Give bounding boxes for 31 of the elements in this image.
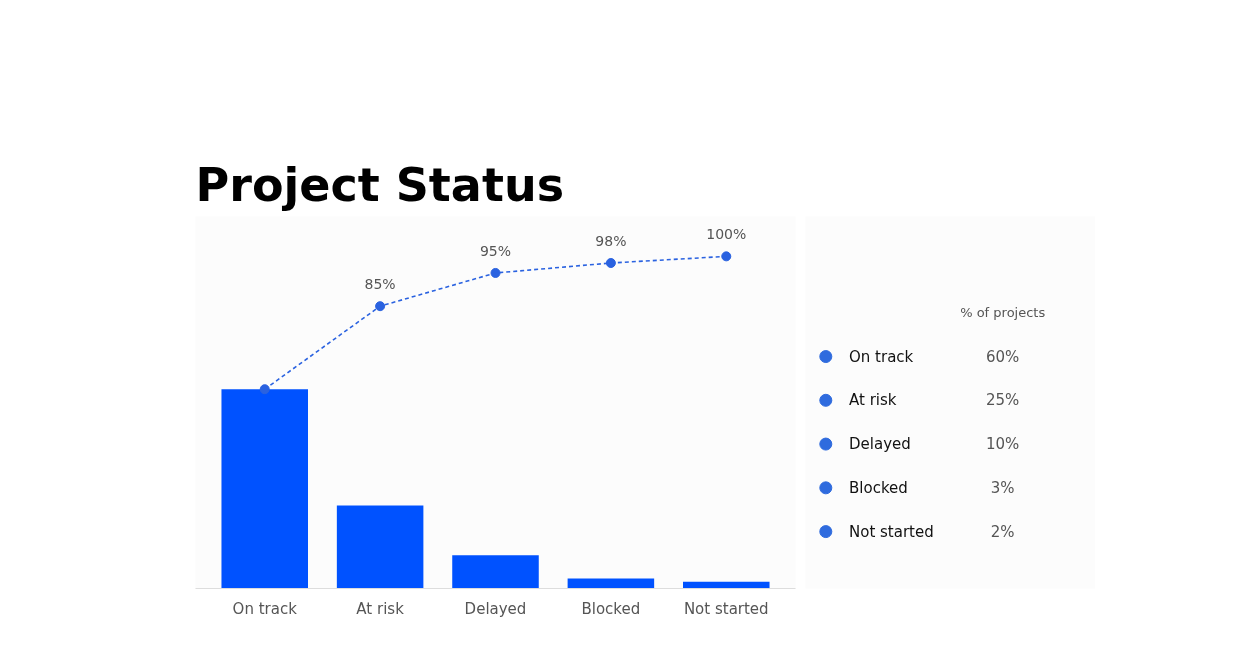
point bbox=[259, 384, 270, 395]
text: 10% bbox=[986, 435, 1020, 454]
point bbox=[721, 251, 732, 262]
data-label: 85% bbox=[364, 276, 396, 293]
x-tick-label: Blocked bbox=[581, 599, 641, 618]
category-label: At risk bbox=[849, 391, 897, 410]
point bbox=[490, 267, 501, 278]
text: 25% bbox=[986, 391, 1020, 410]
category-label: Delayed bbox=[849, 435, 911, 454]
bar bbox=[221, 389, 308, 589]
bar bbox=[683, 581, 770, 589]
category-label: Not started bbox=[849, 522, 934, 541]
text: 2% bbox=[990, 522, 1015, 541]
x-tick-label: At risk bbox=[356, 599, 405, 618]
category-label: Blocked bbox=[849, 478, 908, 497]
category-label: On track bbox=[849, 347, 914, 366]
data-label: 100% bbox=[706, 226, 747, 243]
point bbox=[605, 258, 616, 268]
data-label: 95% bbox=[479, 242, 512, 259]
text: 60% bbox=[986, 347, 1020, 366]
x-tick-label: On track bbox=[232, 599, 298, 618]
bar bbox=[336, 505, 424, 589]
text: 3% bbox=[990, 478, 1015, 497]
point bbox=[375, 301, 386, 312]
bar bbox=[567, 578, 655, 589]
x-tick-label: Delayed bbox=[464, 599, 527, 618]
legend-title: % of projects bbox=[960, 305, 1046, 321]
bar bbox=[452, 555, 539, 589]
x-tick-label: Not started bbox=[683, 599, 769, 618]
data-label: 98% bbox=[595, 233, 627, 249]
chart-title: Project Status bbox=[195, 157, 565, 212]
